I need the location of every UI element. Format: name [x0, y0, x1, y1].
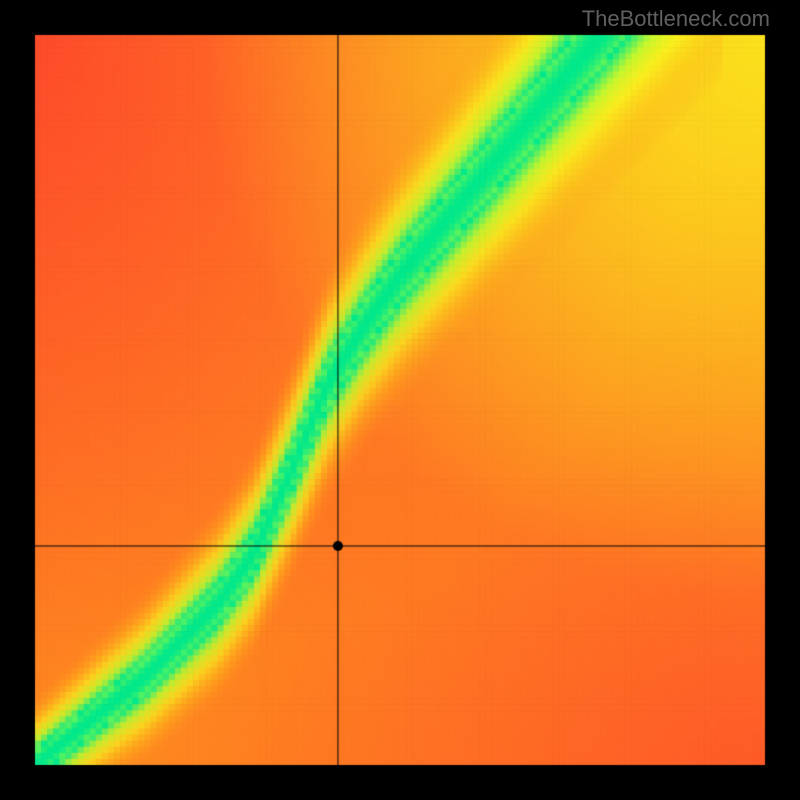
bottleneck-heatmap [0, 0, 800, 800]
watermark-text: TheBottleneck.com [582, 6, 770, 32]
